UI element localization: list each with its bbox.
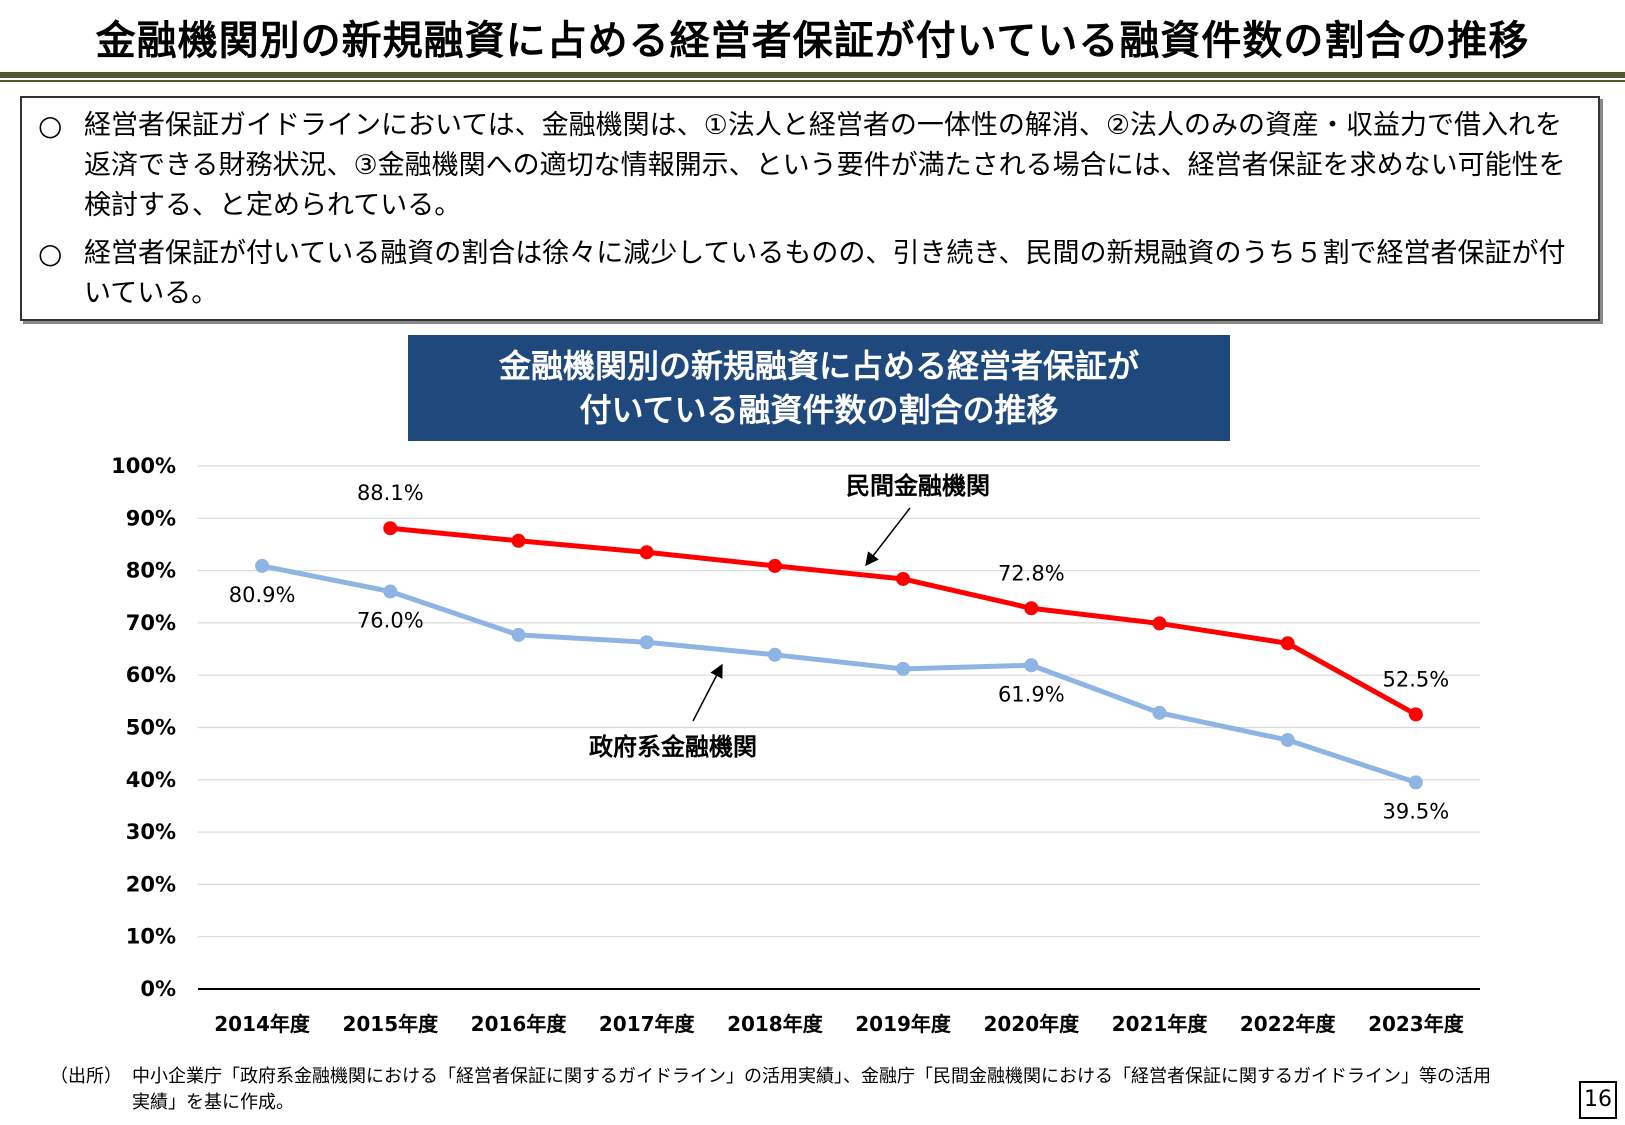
x-tick-label: 2015年度 bbox=[342, 1012, 439, 1036]
x-tick-label: 2022年度 bbox=[1240, 1012, 1337, 1036]
y-tick-label: 90% bbox=[126, 506, 176, 530]
title-rule-thin bbox=[0, 80, 1625, 82]
summary-bullet: ○ 経営者保証ガイドラインにおいては、金融機関は、①法人と経営者の一体性の解消、… bbox=[38, 106, 1580, 226]
x-tick-label: 2023年度 bbox=[1368, 1012, 1465, 1036]
series-line bbox=[390, 525, 1418, 717]
data-point bbox=[896, 571, 911, 586]
series-line bbox=[261, 563, 1417, 785]
annotation-arrow bbox=[692, 663, 723, 722]
y-tick-label: 40% bbox=[126, 768, 176, 792]
data-point bbox=[383, 521, 398, 536]
source-line-1: 中小企業庁「政府系金融機関における「経営者保証に関するガイドライン」の活用実績」… bbox=[132, 1066, 1491, 1087]
x-tick-label: 2018年度 bbox=[727, 1012, 824, 1036]
data-point bbox=[1408, 707, 1423, 722]
y-tick-label: 0% bbox=[140, 977, 176, 1001]
data-point bbox=[511, 533, 526, 548]
summary-text-1: 経営者保証ガイドラインにおいては、金融機関は、①法人と経営者の一体性の解消、②法… bbox=[84, 110, 1566, 221]
annotation-arrow bbox=[865, 507, 911, 567]
data-point bbox=[1280, 636, 1295, 651]
data-label: 88.1% bbox=[357, 481, 424, 505]
data-label: 76.0% bbox=[357, 609, 424, 633]
x-tick-label: 2017年度 bbox=[599, 1012, 696, 1036]
data-point bbox=[1024, 601, 1039, 616]
y-tick-label: 50% bbox=[126, 716, 176, 740]
x-tick-label: 2020年度 bbox=[983, 1012, 1080, 1036]
data-point bbox=[1152, 705, 1167, 720]
chart-heading-line-2: 付いている融資件数の割合の推移 bbox=[579, 391, 1059, 429]
y-tick-label: 80% bbox=[126, 559, 176, 583]
data-point bbox=[767, 558, 782, 573]
data-point bbox=[1152, 616, 1167, 631]
data-label: 61.9% bbox=[998, 682, 1065, 706]
data-point bbox=[1280, 733, 1295, 748]
y-tick-label: 100% bbox=[111, 454, 176, 478]
data-point bbox=[767, 647, 782, 662]
data-label: 80.9% bbox=[229, 583, 296, 607]
x-tick-label: 2019年度 bbox=[855, 1012, 952, 1036]
page-title: 金融機関別の新規融資に占める経営者保証が付いている融資件数の割合の推移 bbox=[95, 18, 1530, 64]
data-point bbox=[511, 627, 526, 642]
data-point bbox=[1024, 658, 1039, 673]
data-label: 52.5% bbox=[1383, 667, 1450, 691]
y-tick-label: 60% bbox=[126, 663, 176, 687]
y-tick-label: 70% bbox=[126, 611, 176, 635]
data-point bbox=[255, 558, 270, 573]
data-label: 39.5% bbox=[1383, 799, 1450, 823]
data-point bbox=[896, 661, 911, 676]
source-line-2: 実績」を基に作成。 bbox=[132, 1092, 294, 1113]
data-point bbox=[1408, 775, 1423, 790]
y-tick-label: 30% bbox=[126, 820, 176, 844]
bullet-circle-icon: ○ bbox=[38, 109, 63, 142]
source-note: （出所） 中小企業庁「政府系金融機関における「経営者保証に関するガイドライン」の活… bbox=[50, 1064, 1570, 1116]
series-name-label: 政府系金融機関 bbox=[589, 733, 757, 761]
summary-bullet: ○ 経営者保証が付いている融資の割合は徐々に減少しているものの、引き続き、民間の… bbox=[38, 234, 1580, 314]
data-point bbox=[639, 545, 654, 560]
data-point bbox=[383, 584, 398, 599]
line-chart: 0% 10% 20% 30% 40% 50% 60% 70% 80% 90% 100% 2014年度 2… bbox=[111, 454, 1480, 1036]
source-lead: （出所） bbox=[50, 1066, 122, 1087]
summary-text-2: 経営者保証が付いている融資の割合は徐々に減少しているものの、引き続き、民間の新規… bbox=[84, 238, 1566, 309]
y-tick-label: 20% bbox=[126, 872, 176, 896]
summary-box: ○ 経営者保証ガイドラインにおいては、金融機関は、①法人と経営者の一体性の解消、… bbox=[20, 96, 1600, 321]
title-rule bbox=[0, 72, 1625, 78]
y-tick-label: 10% bbox=[126, 925, 176, 949]
chart-heading: 金融機関別の新規融資に占める経営者保証が 付いている融資件数の割合の推移 bbox=[408, 335, 1230, 441]
series-name-label: 民間金融機関 bbox=[846, 472, 990, 500]
x-tick-label: 2014年度 bbox=[214, 1012, 311, 1036]
data-point bbox=[639, 635, 654, 650]
x-tick-label: 2016年度 bbox=[471, 1012, 568, 1036]
chart-heading-line-1: 金融機関別の新規融資に占める経営者保証が bbox=[498, 347, 1139, 385]
x-tick-label: 2021年度 bbox=[1112, 1012, 1209, 1036]
page-number: 16 bbox=[1579, 1081, 1617, 1119]
data-label: 72.8% bbox=[998, 561, 1065, 585]
bullet-circle-icon: ○ bbox=[38, 237, 63, 270]
